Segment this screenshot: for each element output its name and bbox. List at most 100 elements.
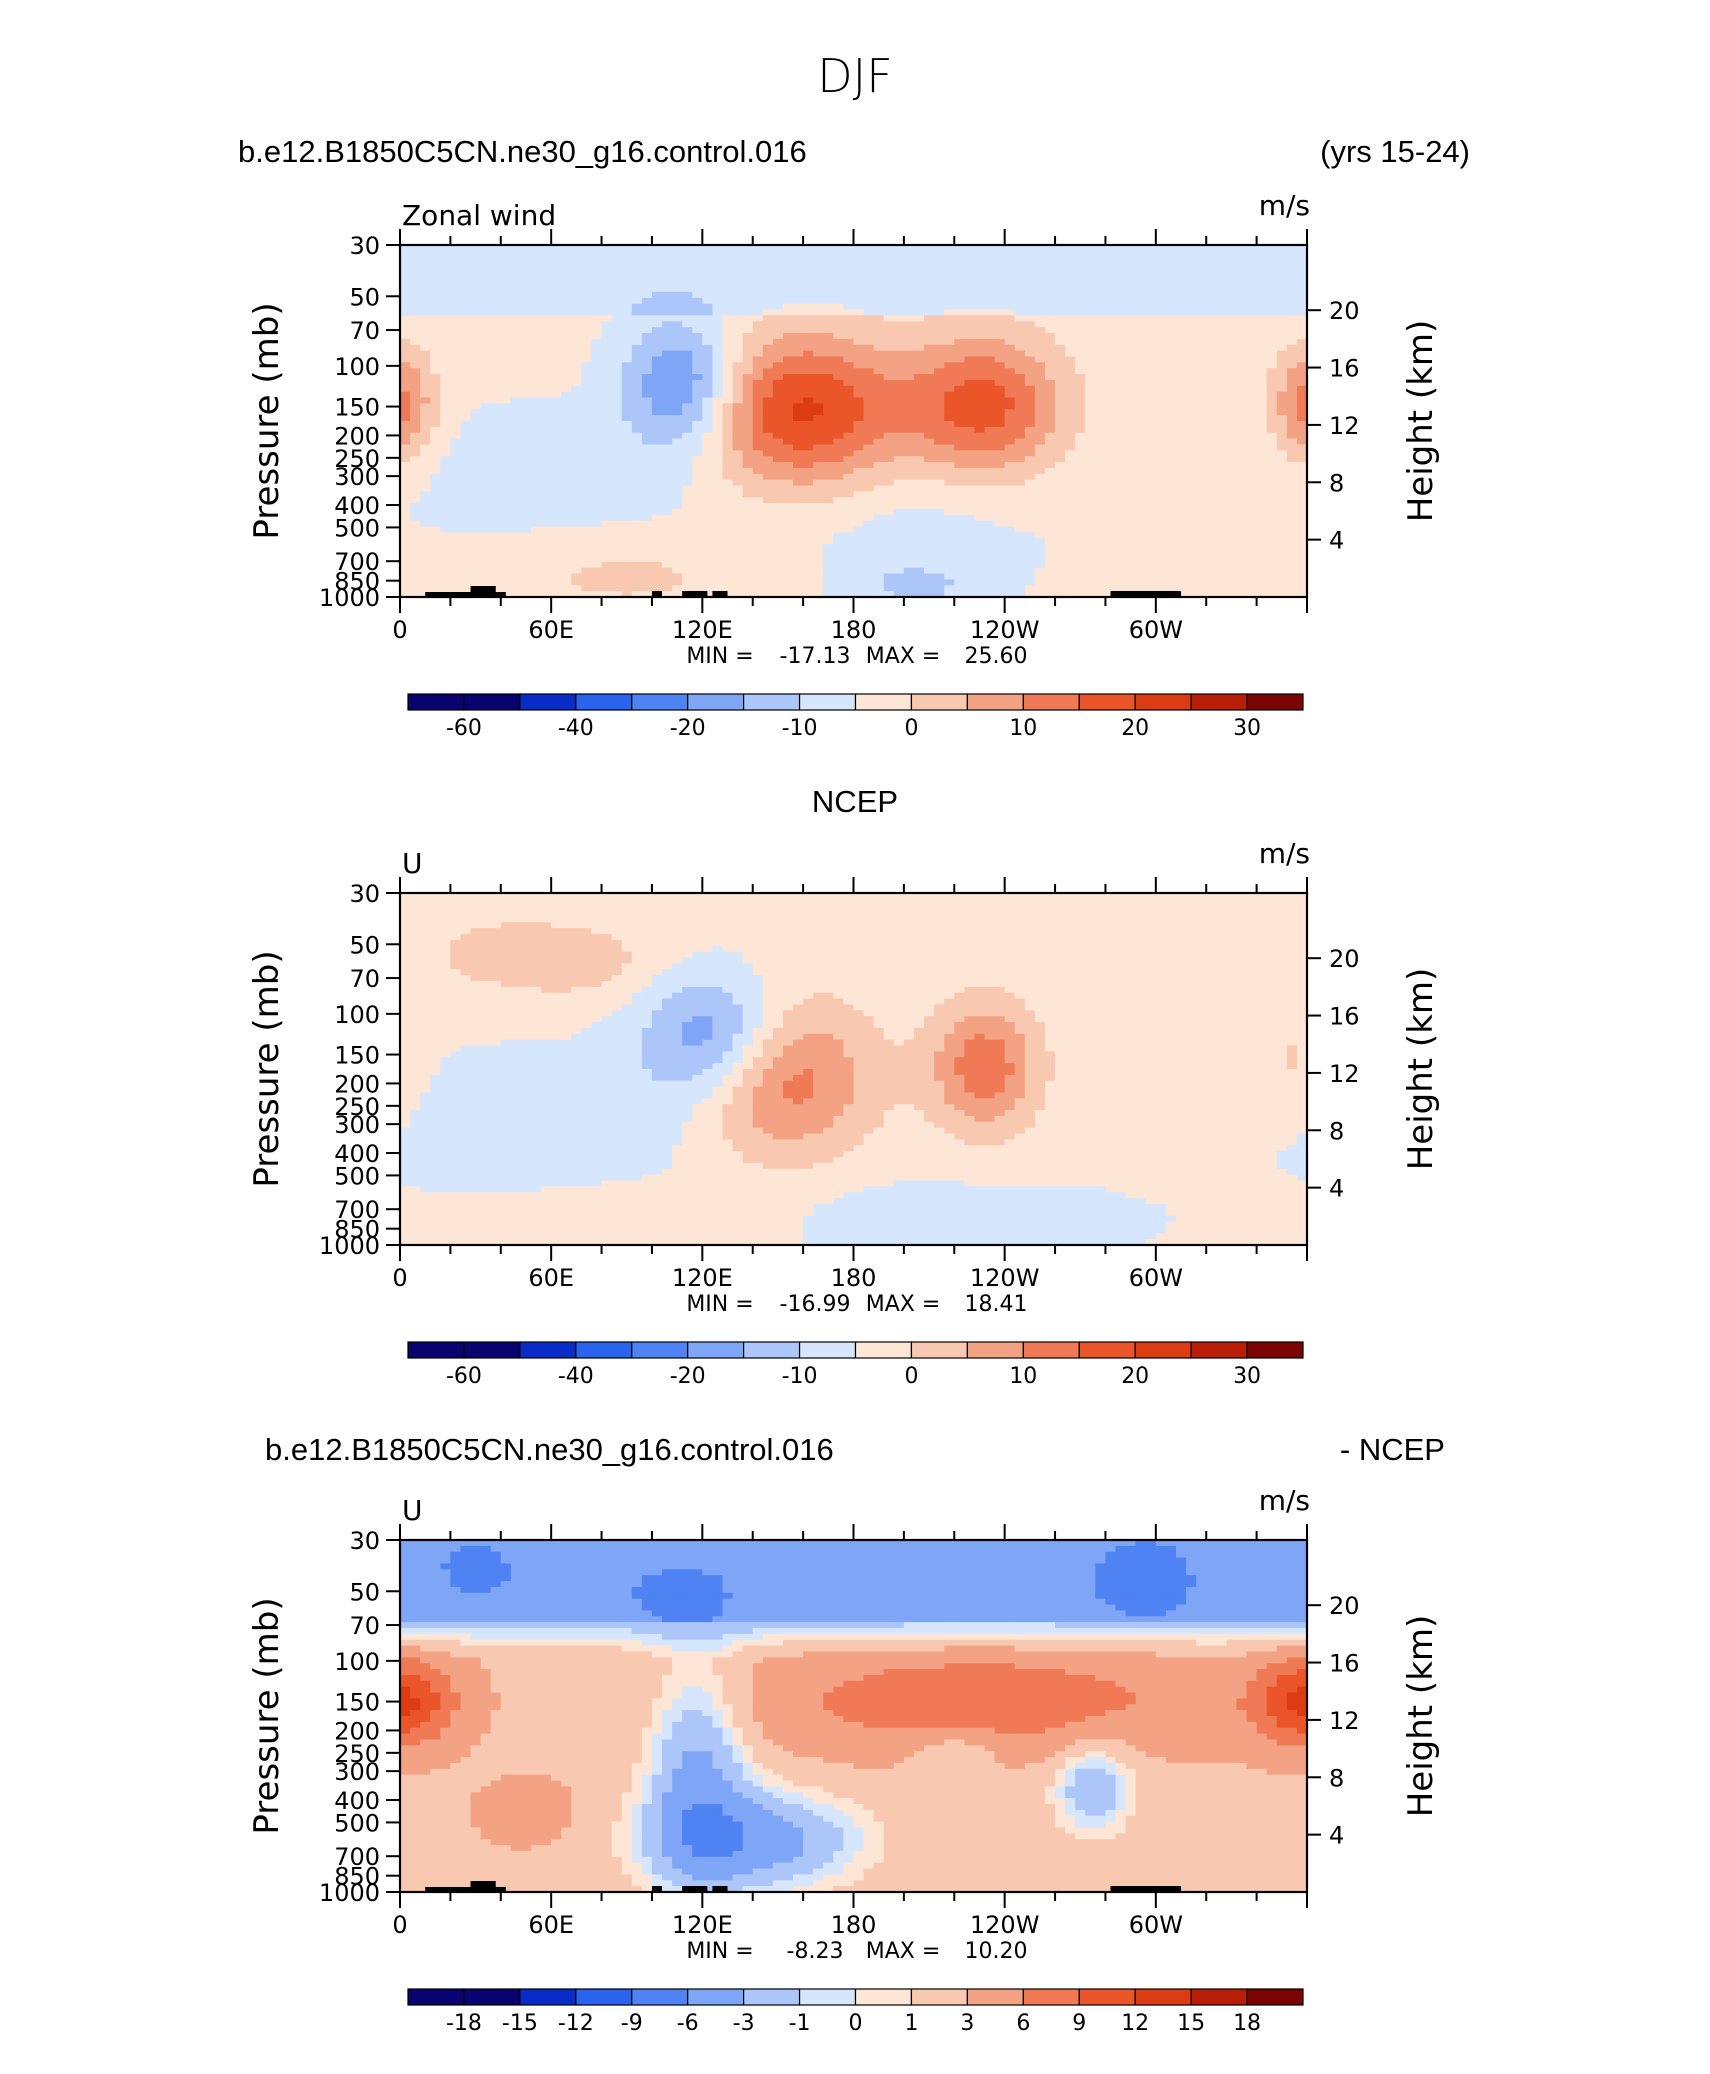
field-cell — [581, 456, 593, 463]
field-cell — [803, 532, 814, 539]
field-cell — [1055, 344, 1066, 352]
field-cell — [571, 338, 582, 346]
field-cell — [581, 426, 593, 434]
field-cell — [531, 532, 542, 539]
field-cell — [1105, 503, 1117, 510]
field-cell — [1125, 555, 1137, 563]
field-cell — [601, 368, 613, 375]
field-cell — [722, 374, 734, 381]
field-cell — [853, 544, 865, 551]
field-cell — [813, 485, 824, 492]
field-cell — [541, 309, 552, 316]
field-cell — [873, 462, 885, 469]
field-cell — [591, 262, 603, 270]
field-cell — [682, 514, 693, 522]
field-cell — [954, 462, 965, 469]
field-cell — [1115, 397, 1127, 404]
field-cell — [621, 491, 633, 498]
field-cell — [672, 286, 683, 293]
field-cell — [883, 450, 895, 457]
field-cell — [400, 333, 411, 340]
field-cell — [641, 479, 653, 487]
field-cell — [722, 262, 734, 270]
field-cell — [1004, 344, 1016, 352]
field-cell — [1206, 485, 1217, 492]
field-cell — [1206, 550, 1217, 557]
field-cell — [1155, 397, 1167, 404]
field-cell — [1226, 485, 1238, 492]
field-cell — [1165, 579, 1177, 586]
field-cell — [400, 403, 411, 410]
field-cell — [510, 374, 522, 381]
field-cell — [813, 561, 824, 569]
field-cell — [1075, 438, 1086, 446]
field-cell — [964, 385, 976, 393]
field-cell — [460, 391, 472, 399]
field-cell — [873, 432, 885, 440]
field-cell — [1165, 497, 1177, 504]
field-cell — [1175, 438, 1187, 446]
field-cell — [1196, 450, 1207, 457]
field-cell — [732, 555, 744, 563]
field-cell — [712, 286, 724, 293]
field-cell — [1095, 567, 1107, 575]
field-cell — [752, 385, 764, 393]
field-cell — [591, 555, 603, 563]
field-cell — [913, 286, 925, 293]
field-cell — [500, 532, 512, 539]
field-cell — [994, 274, 1006, 281]
field-cell — [823, 544, 834, 551]
field-cell — [601, 379, 613, 387]
field-cell — [611, 268, 623, 275]
field-cell — [510, 379, 522, 387]
field-cell — [1055, 397, 1066, 404]
field-cell — [662, 403, 673, 410]
field-cell — [853, 438, 865, 446]
field-cell — [611, 327, 623, 334]
field-cell — [500, 485, 512, 492]
field-cell — [430, 491, 441, 498]
field-cell — [1135, 538, 1147, 545]
field-cell — [430, 409, 441, 416]
field-cell — [1135, 450, 1147, 457]
field-cell — [873, 368, 885, 375]
field-cell — [954, 303, 965, 311]
field-cell — [813, 479, 824, 487]
field-cell — [762, 567, 774, 575]
field-cell — [1014, 403, 1026, 410]
field-cell — [450, 245, 462, 252]
field-cell — [893, 526, 905, 534]
field-cell — [1034, 444, 1046, 451]
field-cell — [924, 262, 935, 270]
field-cell — [1044, 479, 1056, 487]
field-cell — [934, 315, 945, 322]
field-cell — [1145, 509, 1157, 516]
field-cell — [692, 538, 703, 545]
field-cell — [843, 544, 855, 551]
field-cell — [490, 403, 502, 410]
field-cell — [1055, 479, 1066, 487]
field-cell — [581, 268, 593, 275]
field-cell — [964, 579, 976, 586]
field-cell — [1004, 256, 1016, 264]
field-cell — [1065, 426, 1076, 434]
field-cell — [1044, 491, 1056, 498]
field-cell — [1075, 456, 1086, 463]
field-cell — [591, 415, 603, 422]
field-cell — [853, 473, 865, 481]
field-cell — [712, 497, 724, 504]
field-cell — [682, 303, 693, 311]
field-cell — [1075, 473, 1086, 481]
field-cell — [1226, 520, 1238, 528]
field-cell — [742, 426, 754, 434]
field-cell — [712, 362, 724, 369]
field-cell — [1024, 532, 1036, 539]
field-cell — [440, 479, 451, 487]
field-cell — [873, 561, 885, 569]
field-cell — [1034, 467, 1046, 475]
field-cell — [1165, 321, 1177, 328]
field-cell — [1125, 403, 1137, 410]
field-cell — [1105, 426, 1117, 434]
field-cell — [581, 467, 593, 475]
field-cell — [873, 356, 885, 363]
